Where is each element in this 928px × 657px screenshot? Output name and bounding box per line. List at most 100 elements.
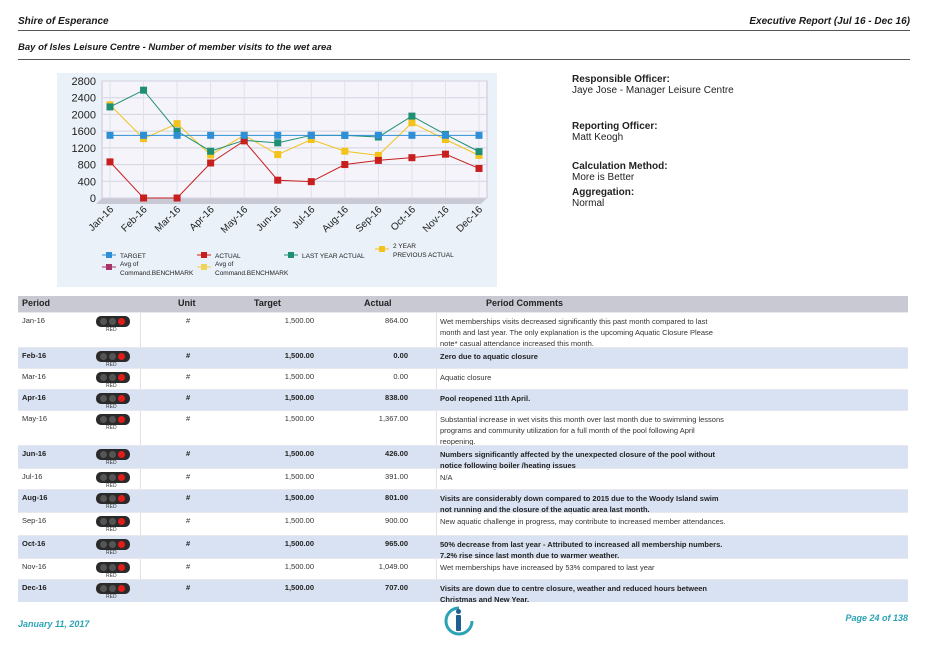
period-cell: May-16 bbox=[22, 414, 48, 423]
data-point bbox=[475, 151, 483, 159]
table-row: Aug-16 #1,500.00 801.00 Visits are consider… bbox=[18, 489, 908, 514]
actual-cell: 0.00 bbox=[393, 351, 408, 360]
traffic-light-icon bbox=[96, 316, 130, 327]
status-badge: RED bbox=[106, 425, 117, 431]
table-body: Jan-16 #1,500.00 864.00 Wet memberships vis… bbox=[18, 312, 908, 604]
period-cell: Apr-16 bbox=[22, 393, 46, 402]
subtitle-divider bbox=[18, 59, 910, 60]
status-badge: RED bbox=[106, 573, 117, 579]
data-point bbox=[140, 194, 148, 202]
actual-cell: 0.00 bbox=[393, 372, 408, 381]
traffic-light-icon bbox=[96, 472, 130, 483]
y-tick-label: 2800 bbox=[72, 76, 96, 88]
traffic-light-icon bbox=[96, 583, 130, 594]
calc-label: Calculation Method: bbox=[572, 161, 668, 172]
aggregation: Aggregation: Normal bbox=[572, 187, 634, 209]
comment-cell: Visits are down due to centre closure, w… bbox=[440, 584, 708, 604]
column-divider bbox=[140, 313, 141, 347]
column-divider bbox=[436, 469, 437, 489]
actual-cell: 1,367.00 bbox=[378, 414, 408, 423]
target-cell: 1,500.00 bbox=[284, 351, 314, 360]
table-row: Nov-16 #1,500.00 1,049.00 Wet memberships h… bbox=[18, 558, 908, 579]
target-cell: 1,500.00 bbox=[284, 414, 314, 423]
data-point bbox=[441, 150, 449, 158]
data-point bbox=[207, 131, 215, 139]
period-cell: Jul-16 bbox=[22, 472, 43, 481]
actual-cell: 864.00 bbox=[385, 316, 408, 325]
data-point bbox=[106, 103, 114, 111]
table-row: Jul-16 #1,500.00 391.00 N/A RED bbox=[18, 468, 908, 489]
column-divider bbox=[436, 559, 437, 579]
data-point bbox=[173, 120, 181, 128]
status-badge: RED bbox=[106, 404, 117, 410]
legend-label: Command.BENCHMARK bbox=[120, 270, 194, 277]
footer-date: January 11, 2017 bbox=[18, 619, 90, 629]
unit-cell: # bbox=[186, 414, 191, 423]
table-row: Oct-16 #1,500.00 965.00 50% decrease from l… bbox=[18, 535, 908, 560]
target-cell: 1,500.00 bbox=[284, 562, 314, 571]
table-row: Sep-16 #1,500.00 900.00 New aquatic challen… bbox=[18, 512, 908, 535]
column-divider bbox=[140, 580, 141, 602]
period-cell: Aug-16 bbox=[22, 493, 48, 502]
col-period: Period bbox=[22, 298, 51, 308]
data-point bbox=[274, 139, 282, 147]
column-divider bbox=[436, 446, 437, 468]
data-point bbox=[240, 131, 248, 139]
column-divider bbox=[436, 411, 437, 445]
column-divider bbox=[140, 559, 141, 579]
period-cell: Mar-16 bbox=[22, 372, 46, 381]
comment-cell: Visits are considerably down compared to… bbox=[440, 494, 719, 514]
data-point bbox=[408, 131, 416, 139]
column-divider bbox=[436, 369, 437, 389]
comment-cell: New aquatic challenge in progress, may c… bbox=[440, 517, 726, 526]
unit-cell: # bbox=[186, 516, 191, 525]
col-actual: Actual bbox=[364, 298, 392, 308]
unit-cell: # bbox=[186, 583, 191, 592]
column-divider bbox=[140, 348, 141, 368]
legend-marker bbox=[106, 252, 112, 258]
responsible-label: Responsible Officer: bbox=[572, 74, 670, 85]
unit-cell: # bbox=[186, 539, 191, 548]
data-point bbox=[475, 148, 483, 156]
target-cell: 1,500.00 bbox=[284, 372, 314, 381]
period-cell: Sep-16 bbox=[22, 516, 47, 525]
table-row: Apr-16 #1,500.00 838.00 Pool reopened 11th … bbox=[18, 389, 908, 410]
data-point bbox=[374, 151, 382, 159]
status-badge: RED bbox=[106, 383, 117, 389]
legend-label: Avg of bbox=[215, 261, 234, 268]
unit-cell: # bbox=[186, 316, 191, 325]
table-row: May-16 #1,500.00 1,367.00 Substantial incre… bbox=[18, 410, 908, 446]
table-row: Jun-16 #1,500.00 426.00 Numbers significant… bbox=[18, 445, 908, 470]
reporting-officer: Reporting Officer: Matt Keogh bbox=[572, 121, 658, 143]
status-badge: RED bbox=[106, 362, 117, 368]
traffic-light-icon bbox=[96, 539, 130, 550]
target-cell: 1,500.00 bbox=[284, 472, 314, 481]
legend-label: Avg of bbox=[120, 261, 139, 268]
comment-cell: Numbers significantly affected by the un… bbox=[440, 450, 716, 470]
data-point bbox=[140, 131, 148, 139]
unit-cell: # bbox=[186, 449, 191, 458]
company-logo-icon bbox=[441, 606, 477, 636]
data-point bbox=[274, 131, 282, 139]
column-divider bbox=[140, 536, 141, 558]
page-subtitle: Bay of Isles Leisure Centre - Number of … bbox=[18, 42, 332, 53]
series-line bbox=[109, 89, 480, 153]
series-line bbox=[109, 140, 480, 199]
y-tick-label: 400 bbox=[78, 176, 96, 188]
col-comments: Period Comments bbox=[486, 298, 564, 308]
traffic-light-icon bbox=[96, 493, 130, 504]
period-cell: Jun-16 bbox=[22, 449, 47, 458]
data-point bbox=[307, 131, 315, 139]
column-divider bbox=[436, 536, 437, 558]
traffic-light-icon bbox=[96, 562, 130, 573]
series-line bbox=[109, 104, 480, 156]
period-cell: Nov-16 bbox=[22, 562, 47, 571]
status-badge: RED bbox=[106, 327, 117, 333]
data-point bbox=[106, 131, 114, 139]
data-point bbox=[173, 127, 181, 135]
data-point bbox=[408, 119, 416, 127]
plot-floor bbox=[96, 198, 487, 204]
header-divider bbox=[18, 30, 910, 31]
period-cell: Dec-16 bbox=[22, 583, 47, 592]
period-cell: Jan-16 bbox=[22, 316, 45, 325]
